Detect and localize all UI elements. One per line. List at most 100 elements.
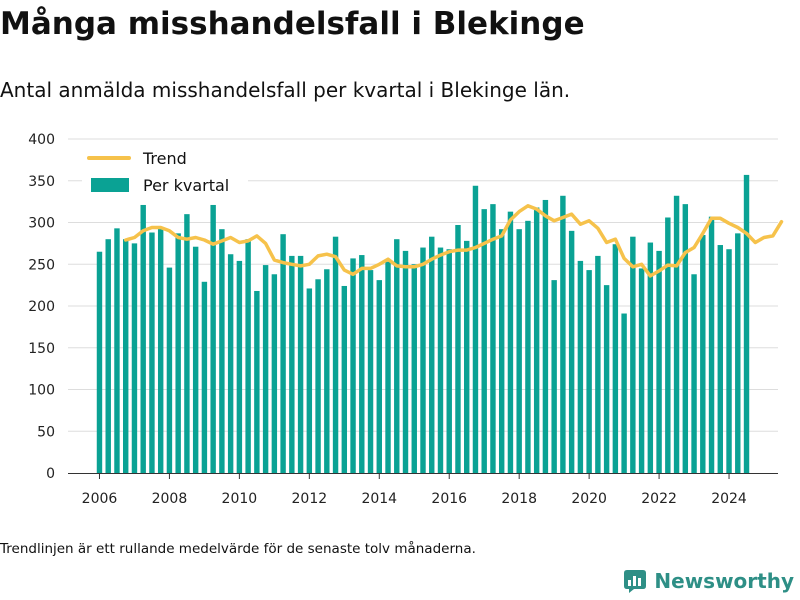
bar [455, 225, 461, 473]
bar [105, 239, 111, 473]
bar [472, 185, 479, 473]
bar [656, 250, 662, 473]
bar [516, 229, 522, 473]
bar [210, 204, 216, 473]
bar [114, 228, 120, 473]
bar [184, 214, 190, 473]
bar [324, 269, 330, 473]
bar [691, 274, 697, 473]
brand-logo: Newsworthy [622, 568, 794, 594]
footnote: Trendlinjen är ett rullande medelvärde f… [0, 541, 476, 557]
bar [612, 244, 619, 473]
bar [402, 250, 409, 473]
bar [236, 260, 243, 473]
bar [708, 216, 715, 473]
bar [131, 243, 138, 473]
y-tick-label: 50 [37, 424, 55, 440]
legend-bar-swatch [91, 178, 129, 192]
x-tick-label: 2014 [361, 491, 397, 507]
bar [359, 255, 365, 473]
bar [376, 280, 382, 473]
bar [166, 267, 173, 473]
y-axis-ticks: 0 50 100 150 200 250 300 350 400 [28, 132, 55, 482]
bar [420, 247, 426, 473]
bar [306, 288, 313, 473]
bar [367, 270, 374, 473]
newsworthy-chart-logo-icon [624, 570, 647, 593]
bar [577, 260, 584, 473]
bar [568, 230, 575, 473]
bar [315, 279, 321, 473]
y-tick-label: 150 [28, 341, 55, 357]
legend-trend-label: Trend [142, 149, 187, 168]
bar [490, 204, 496, 473]
bar [201, 281, 208, 473]
bar [192, 246, 199, 473]
y-tick-label: 200 [28, 299, 55, 315]
bar [227, 254, 234, 473]
y-tick-label: 400 [28, 132, 55, 148]
bar [122, 239, 129, 473]
chart-subtitle: Antal anmälda misshandelsfall per kvarta… [0, 78, 571, 102]
bar [603, 285, 610, 473]
x-tick-label: 2016 [431, 491, 467, 507]
bar [700, 235, 706, 473]
bar [464, 240, 470, 473]
bars [96, 174, 750, 473]
bar [507, 211, 514, 473]
bar [647, 242, 654, 473]
x-tick-label: 2022 [641, 491, 677, 507]
bar [254, 290, 260, 473]
bar [394, 239, 400, 473]
bar [525, 220, 531, 473]
bar [350, 258, 356, 473]
bar [411, 264, 417, 473]
bar [498, 229, 505, 473]
bar [735, 233, 741, 473]
bar [175, 233, 181, 473]
bar [96, 251, 103, 473]
bar [638, 268, 645, 473]
bar [245, 239, 251, 473]
bar [271, 274, 278, 473]
bar [630, 236, 636, 473]
bar [385, 261, 391, 473]
x-tick-label: 2018 [501, 491, 537, 507]
y-tick-label: 250 [28, 257, 55, 273]
y-tick-label: 0 [46, 466, 55, 482]
bar [673, 195, 680, 473]
x-tick-label: 2020 [571, 491, 607, 507]
bar [682, 204, 689, 473]
bar [297, 255, 304, 473]
bar [446, 249, 452, 473]
bar [481, 209, 487, 473]
bar [586, 270, 592, 473]
legend: Trend Per kvartal [82, 143, 248, 201]
y-tick-label: 300 [28, 216, 55, 232]
trend-line [123, 204, 784, 278]
x-tick-label: 2024 [711, 491, 747, 507]
trend-line-group [123, 204, 784, 278]
bar [551, 280, 557, 473]
x-tick-label: 2012 [292, 491, 328, 507]
bar [280, 234, 286, 473]
bar [621, 313, 627, 473]
bar [665, 217, 671, 473]
y-tick-label: 100 [28, 383, 55, 399]
bar [332, 236, 339, 473]
bar [262, 265, 269, 473]
x-tick-label: 2006 [82, 491, 118, 507]
chart-title: Många misshandelsfall i Blekinge [0, 6, 585, 42]
y-tick-label: 350 [28, 174, 55, 190]
legend-bar-label: Per kvartal [143, 176, 229, 195]
bar [717, 245, 724, 473]
x-axis: 2006 2008 2010 2012 2014 2016 2018 2020 2022 2024 [68, 473, 778, 507]
x-tick-label: 2008 [152, 491, 188, 507]
bar [219, 229, 225, 473]
bar [289, 255, 295, 473]
bar [595, 255, 601, 473]
bar [743, 174, 750, 473]
bar [542, 199, 549, 473]
x-tick-label: 2010 [222, 491, 258, 507]
